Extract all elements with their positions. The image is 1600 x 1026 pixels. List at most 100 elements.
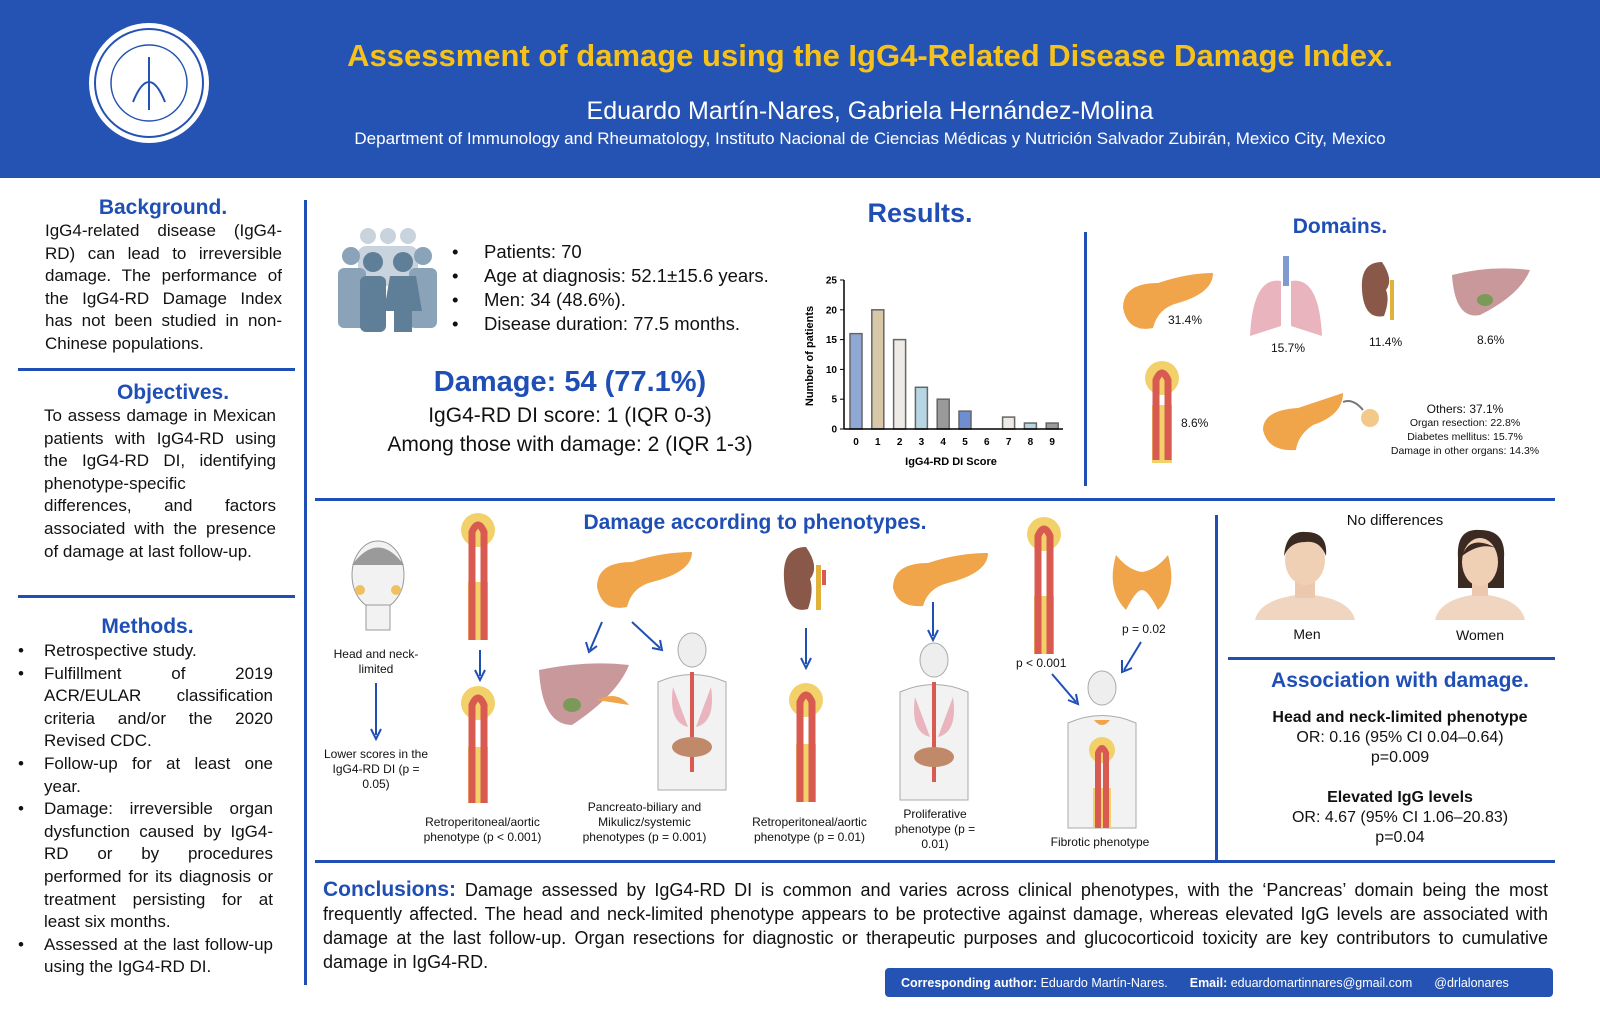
man-icon bbox=[1255, 531, 1355, 620]
list-item: Disease duration: 77.5 months. bbox=[452, 312, 769, 336]
poster-title: Assessment of damage using the IgG4-Rela… bbox=[347, 38, 1393, 73]
x-axis-label: IgG4-RD DI Score bbox=[905, 456, 997, 468]
divider bbox=[1228, 657, 1555, 660]
body-organs-icon bbox=[657, 632, 727, 791]
retroperitoneal-label: Retroperitoneal/aortic phenotype (p < 0.… bbox=[423, 815, 542, 844]
y-tick-label: 20 bbox=[826, 305, 838, 316]
divider bbox=[304, 200, 307, 985]
conclusions: Conclusions: Damage assessed by IgG4-RD … bbox=[323, 878, 1548, 974]
bar-4 bbox=[936, 398, 950, 430]
divider bbox=[315, 860, 1555, 863]
di-score-chart: 0 5 10 15 20 25 0 1 2 3 4 5 6 7 8 9 IgG4-RD DI Score Nu… bbox=[804, 276, 1063, 468]
pancreas-icon bbox=[597, 552, 692, 608]
author-name: Eduardo Martín-Nares. bbox=[1040, 975, 1168, 990]
list-item: Assessed at the last follow-up using the… bbox=[18, 934, 273, 979]
others-total: Others: 37.1% bbox=[1426, 402, 1504, 416]
bar-0 bbox=[849, 332, 863, 430]
bar-9 bbox=[1045, 422, 1059, 430]
aorta-icon bbox=[461, 513, 495, 640]
liver-percent: 8.6% bbox=[1477, 333, 1505, 347]
poster-header bbox=[0, 0, 1600, 178]
liver-icon bbox=[539, 663, 629, 725]
conclusions-text: Damage assessed by IgG4-RD DI is common … bbox=[323, 880, 1548, 972]
social-handle[interactable]: @drlalonares bbox=[1434, 975, 1509, 990]
p-value: p=0.009 bbox=[1370, 749, 1430, 766]
background-heading: Background. bbox=[98, 196, 228, 219]
x-tick-label: 5 bbox=[962, 437, 968, 448]
x-tick-label: 4 bbox=[940, 437, 946, 448]
phenotypes-heading: Damage according to phenotypes. bbox=[583, 511, 927, 534]
p-value: p=0.04 bbox=[1375, 829, 1425, 846]
arrow-down-icon bbox=[927, 602, 939, 642]
objectives-heading: Objectives. bbox=[116, 381, 230, 404]
p-value-thyroid: p = 0.02 bbox=[1122, 622, 1166, 636]
arrows-icon bbox=[585, 621, 664, 654]
author-label: Corresponding author: bbox=[901, 975, 1038, 990]
methods-heading: Methods. bbox=[101, 615, 194, 638]
divider bbox=[315, 498, 1555, 501]
list-item: Retrospective study. bbox=[18, 640, 273, 663]
list-item: Follow-up for at least one year. bbox=[18, 753, 273, 798]
others-item: Diabetes mellitus: 15.7% bbox=[1407, 431, 1523, 443]
arrow-down-icon bbox=[370, 683, 382, 741]
methods-list: Retrospective study. Fulfillment of 2019… bbox=[18, 640, 273, 979]
aorta-icon bbox=[1145, 361, 1179, 463]
aorta-icon bbox=[1027, 517, 1061, 654]
x-tick-label: 8 bbox=[1028, 437, 1034, 448]
association-findings: Head and neck-limited phenotype OR: 0.16… bbox=[1240, 708, 1560, 848]
fibrotic-body-icon bbox=[1067, 670, 1137, 829]
bar-2 bbox=[892, 338, 907, 430]
x-tick-label: 3 bbox=[919, 437, 925, 448]
body-organs-icon bbox=[899, 642, 969, 801]
fibrotic-label: Fibrotic phenotype bbox=[1050, 835, 1150, 849]
divider bbox=[1215, 515, 1218, 860]
lower-scores-label: Lower scores in the IgG4-RD DI (p = 0.05… bbox=[323, 747, 429, 791]
kidney-percent: 11.4% bbox=[1369, 335, 1403, 349]
bar-3 bbox=[914, 386, 929, 430]
patients-group-icon bbox=[338, 228, 437, 332]
list-item: Age at diagnosis: 52.1±15.6 years. bbox=[452, 264, 769, 288]
factor-title: Elevated IgG levels bbox=[1327, 789, 1473, 806]
list-item: Fulfillment of 2019 ACR/EULAR classifica… bbox=[18, 663, 273, 753]
y-tick-label: 0 bbox=[831, 425, 837, 436]
patient-stats: Patients: 70 Age at diagnosis: 52.1±15.6… bbox=[452, 240, 769, 336]
email-link[interactable]: eduardomartinnares@gmail.com bbox=[1230, 975, 1413, 990]
kidney-icon bbox=[1361, 262, 1394, 320]
divider bbox=[18, 595, 295, 598]
divider bbox=[18, 368, 295, 371]
liver-icon bbox=[1452, 268, 1530, 316]
lung-percent: 15.7% bbox=[1271, 341, 1306, 355]
x-tick-label: 0 bbox=[853, 437, 859, 448]
conclusions-label: Conclusions: bbox=[323, 878, 457, 901]
association-heading: Association with damage. bbox=[1271, 669, 1529, 692]
x-tick-label: 2 bbox=[897, 437, 903, 448]
pancreas-percent: 31.4% bbox=[1168, 313, 1203, 327]
pancreas-icon bbox=[893, 553, 988, 607]
proliferative-label: Proliferative phenotype (p = 0.01) bbox=[894, 807, 976, 851]
thyroid-icon bbox=[1112, 555, 1172, 610]
x-tick-label: 7 bbox=[1006, 437, 1012, 448]
list-item: Men: 34 (48.6%). bbox=[452, 288, 769, 312]
y-tick-label: 15 bbox=[826, 335, 838, 346]
di-score-damaged: Among those with damage: 2 (IQR 1-3) bbox=[387, 433, 753, 456]
authors: Eduardo Martín-Nares, Gabriela Hernández… bbox=[586, 97, 1154, 125]
damage-summary: Damage: 54 (77.1%) bbox=[433, 366, 707, 398]
background-text: IgG4-related disease (IgG4-RD) can lead … bbox=[45, 221, 282, 353]
list-item: Patients: 70 bbox=[452, 240, 769, 264]
no-differences-label: No differences bbox=[1346, 512, 1444, 529]
head-neck-icon bbox=[351, 540, 405, 631]
pancreas-icon bbox=[1123, 273, 1213, 329]
men-label: Men bbox=[1293, 626, 1321, 642]
institution-logo bbox=[89, 23, 209, 143]
arrow-down-icon bbox=[474, 650, 486, 682]
bar-5 bbox=[958, 410, 972, 430]
affiliation: Department of Immunology and Rheumatolog… bbox=[354, 129, 1386, 148]
x-tick-label: 1 bbox=[875, 437, 881, 448]
factor-title: Head and neck-limited phenotype bbox=[1272, 709, 1528, 726]
bar-8 bbox=[1023, 422, 1038, 430]
x-tick-label: 6 bbox=[984, 437, 990, 448]
p-value-aorta: p < 0.001 bbox=[1016, 656, 1067, 670]
objectives-text: To assess damage in Mexican patients wit… bbox=[44, 406, 276, 561]
di-score: IgG4-RD DI score: 1 (IQR 0-3) bbox=[428, 404, 712, 427]
pancreato-biliary-label: Pancreato-biliary and Mikulicz/systemic … bbox=[582, 800, 707, 844]
